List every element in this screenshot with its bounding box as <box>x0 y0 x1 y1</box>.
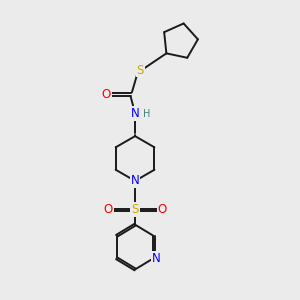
Text: N: N <box>131 174 140 188</box>
Text: H: H <box>142 109 150 119</box>
Text: N: N <box>131 107 140 120</box>
Text: O: O <box>103 203 112 216</box>
Text: O: O <box>102 88 111 101</box>
Text: S: S <box>131 203 139 216</box>
Text: O: O <box>158 203 167 216</box>
Text: N: N <box>152 252 161 265</box>
Text: S: S <box>137 64 144 76</box>
